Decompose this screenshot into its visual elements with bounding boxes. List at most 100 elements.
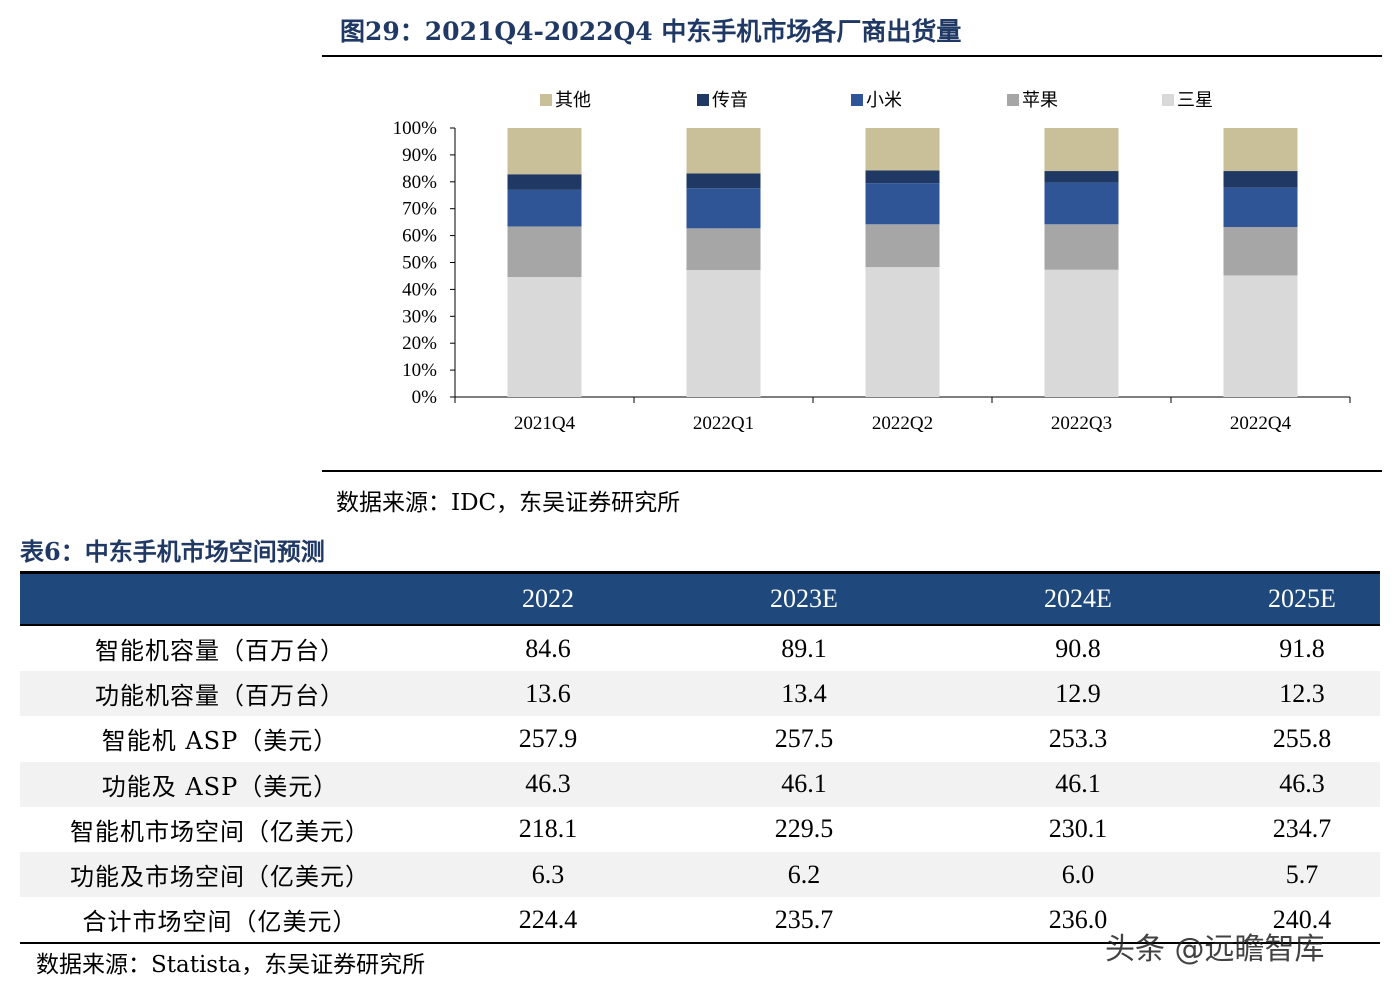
row-label: 智能机 ASP（美元） (101, 727, 339, 756)
header-cell: 2024E (932, 571, 1224, 626)
table-cell: 46.3 (1279, 769, 1325, 799)
y-tick-label: 90% (402, 145, 437, 166)
x-tick-label: 2022Q2 (872, 413, 933, 434)
table-row: 智能机市场空间（亿美元） 218.1 229.5 230.1 234.7 (20, 807, 1380, 852)
table-cell: 84.6 (525, 633, 571, 663)
table-cell: 235.7 (676, 897, 932, 945)
bar-segment (1223, 226, 1298, 276)
x-tick-label: 2021Q4 (514, 413, 576, 434)
y-tick-label: 40% (402, 279, 437, 300)
table-cell: 257.9 (518, 723, 578, 753)
y-tick-label: 70% (402, 199, 437, 220)
table-cell: 229.5 (774, 814, 834, 844)
legend-swatch (540, 94, 552, 106)
legend-label: 苹果 (1022, 90, 1058, 111)
table-cell: 89.1 (781, 633, 827, 663)
table-cell: 46.1 (1055, 769, 1101, 799)
table-row: 智能机 ASP（美元） 257.9 257.5 253.3 255.8 (20, 716, 1380, 761)
header-cell (20, 571, 420, 626)
table-cell: 13.4 (781, 678, 827, 708)
row-label: 功能及市场空间（亿美元） (70, 863, 370, 892)
y-tick-label: 30% (402, 306, 437, 327)
table-cell: 255.8 (1272, 723, 1332, 753)
bar-segment (865, 224, 940, 268)
table-cell: 224.4 (420, 897, 676, 945)
figure-title: 图29：2021Q4-2022Q4 中东手机市场各厂商出货量 (340, 17, 962, 46)
figure-top-rule (322, 55, 1382, 57)
table-cell: 12.3 (1279, 678, 1325, 708)
table-header-row: 2022 2023E 2024E 2025E (20, 571, 1380, 626)
figure-source: 数据来源：IDC，东吴证券研究所 (336, 490, 681, 516)
bar-segment (507, 189, 582, 227)
row-label: 智能机市场空间（亿美元） (70, 817, 370, 846)
table-cell: 91.8 (1279, 633, 1325, 663)
table-cell: 218.1 (518, 814, 578, 844)
y-tick-label: 10% (402, 360, 437, 381)
legend-label: 传音 (712, 90, 748, 111)
bar-segment (507, 226, 582, 278)
bar-segment (686, 270, 761, 397)
bar-segment (686, 128, 761, 174)
y-tick-label: 50% (402, 253, 437, 274)
table-title: 表6：中东手机市场空间预测 (20, 537, 325, 566)
bar-segment (1044, 128, 1119, 172)
x-tick-label: 2022Q3 (1051, 413, 1112, 434)
table-row: 功能机容量（百万台） 13.6 13.4 12.9 12.3 (20, 671, 1380, 717)
table-cell: 46.1 (781, 769, 827, 799)
bar-segment (1044, 171, 1119, 183)
bar-segment (1044, 269, 1119, 397)
row-label: 合计市场空间（亿美元） (20, 897, 420, 945)
table-cell: 6.0 (1061, 859, 1095, 889)
bar-segment (686, 188, 761, 229)
row-label: 智能机容量（百万台） (95, 637, 345, 666)
bar-segment (686, 173, 761, 189)
bar-segment (865, 170, 940, 184)
bar-segment (1223, 128, 1298, 172)
row-label: 功能及 ASP（美元） (101, 772, 339, 801)
table-cell: 230.1 (1048, 814, 1108, 844)
legend-swatch (1162, 94, 1174, 106)
header-cell: 2023E (676, 571, 932, 626)
table-cell: 240.4 (1224, 897, 1380, 945)
bar-segment (1044, 224, 1119, 270)
x-tick-label: 2022Q1 (693, 413, 754, 434)
forecast-table: 2022 2023E 2024E 2025E 智能机容量（百万台） 84.6 89.… (20, 571, 1380, 945)
stacked-bar-chart: 0% 10% 20% 30% 40% 50% 60% 70% 80% 90% 100% 2021Q4 2… (393, 90, 1351, 434)
header-cell: 2022 (420, 571, 676, 626)
legend-swatch (697, 94, 709, 106)
watermark: 头条 @远瞻智库 (1105, 932, 1325, 967)
table-cell: 234.7 (1272, 814, 1332, 844)
legend-label: 小米 (866, 90, 902, 111)
figure-bottom-rule (322, 470, 1382, 472)
bar-segment (865, 267, 940, 397)
bar-segment (1044, 182, 1119, 225)
table-cell: 90.8 (1055, 633, 1101, 663)
legend-swatch (1007, 94, 1019, 106)
bar-segment (865, 183, 940, 225)
bar-segment (1223, 275, 1298, 397)
table-cell: 13.6 (525, 678, 571, 708)
legend-label: 三星 (1177, 90, 1213, 111)
table-cell: 5.7 (1285, 859, 1319, 889)
table-cell: 6.2 (787, 859, 821, 889)
table-cell: 253.3 (1048, 723, 1108, 753)
header-cell: 2025E (1224, 571, 1380, 626)
table-cell: 257.5 (774, 723, 834, 753)
table-cell: 46.3 (525, 769, 571, 799)
bar-segment (507, 174, 582, 190)
table-row: 合计市场空间（亿美元） 224.4 235.7 236.0 240.4 (20, 897, 1380, 945)
bar-segment (507, 128, 582, 175)
table-row: 功能及 ASP（美元） 46.3 46.1 46.1 46.3 (20, 761, 1380, 807)
bar-segment (686, 228, 761, 271)
bar-segment (1223, 171, 1298, 188)
table-cell: 12.9 (1055, 678, 1101, 708)
table-row: 智能机容量（百万台） 84.6 89.1 90.8 91.8 (20, 625, 1380, 671)
y-tick-label: 0% (412, 387, 438, 408)
table-cell: 6.3 (531, 859, 565, 889)
bar-segment (1223, 187, 1298, 227)
row-label: 功能机容量（百万台） (95, 682, 345, 711)
table-source: 数据来源：Statista，东吴证券研究所 (36, 952, 426, 978)
x-tick-label: 2022Q4 (1230, 413, 1292, 434)
y-tick-label: 80% (402, 172, 437, 193)
table-row: 功能及市场空间（亿美元） 6.3 6.2 6.0 5.7 (20, 851, 1380, 898)
